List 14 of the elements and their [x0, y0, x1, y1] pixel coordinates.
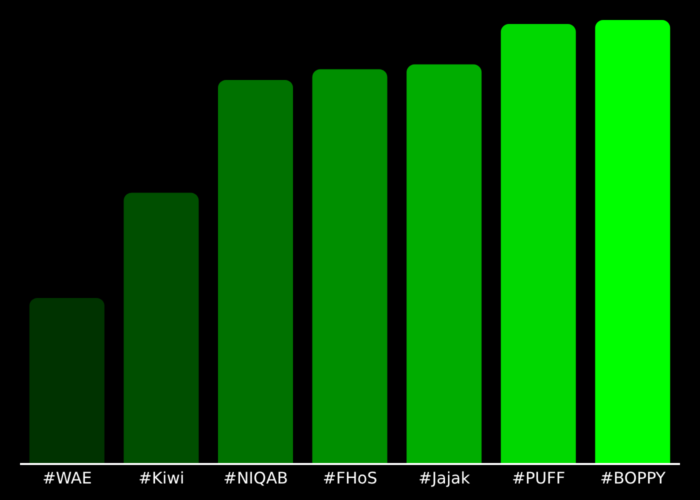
x-tick-label: #NIQAB	[223, 468, 288, 488]
bar	[124, 192, 199, 464]
x-tick-label: #Kiwi	[138, 468, 184, 488]
x-tick-label: #WAE	[42, 468, 92, 488]
bar	[218, 80, 293, 464]
x-tick-label: #BOPPY	[600, 468, 666, 488]
x-tick-label: #FHoS	[322, 468, 378, 488]
x-tick-label: #PUFF	[512, 468, 566, 488]
bar	[312, 69, 388, 464]
bar	[500, 24, 576, 464]
bar	[29, 298, 104, 464]
x-tick-label: #Jajak	[418, 468, 471, 488]
bar	[595, 20, 670, 464]
bar	[406, 64, 482, 464]
